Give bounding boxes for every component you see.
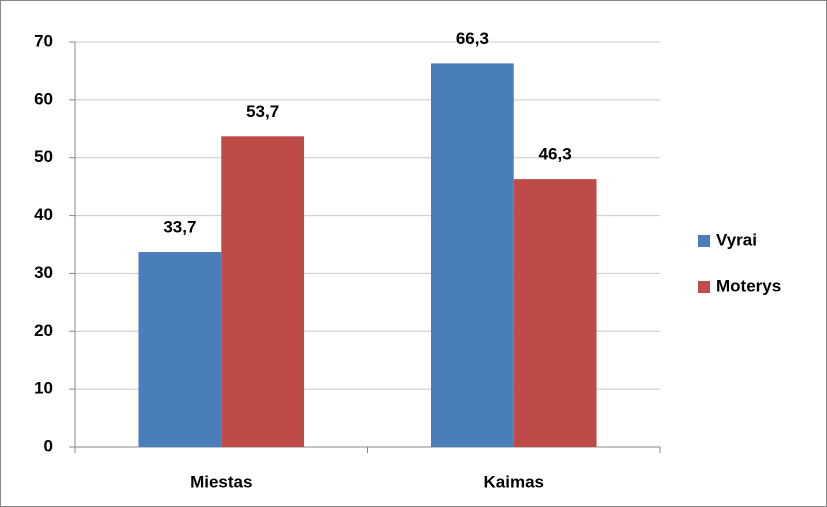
bar (513, 179, 597, 447)
legend-label: Vyrai (716, 230, 757, 249)
y-tick-label: 40 (34, 205, 53, 224)
y-tick-label: 70 (34, 31, 53, 50)
y-tick-label: 10 (34, 379, 53, 398)
data-label: 46,3 (539, 145, 572, 164)
x-tick-label: Miestas (190, 472, 252, 491)
data-label: 66,3 (456, 29, 489, 48)
x-tick-label: Kaimas (484, 472, 544, 491)
legend-swatch (698, 281, 710, 293)
bar (430, 63, 514, 448)
y-tick-label: 0 (44, 436, 53, 455)
y-tick-label: 60 (34, 89, 53, 108)
data-label: 33,7 (163, 218, 196, 237)
data-label: 53,7 (246, 102, 279, 121)
y-tick-label: 30 (34, 263, 53, 282)
bar (221, 136, 305, 448)
y-tick-label: 50 (34, 147, 53, 166)
legend-label: Moterys (716, 276, 781, 295)
y-tick-label: 20 (34, 321, 53, 340)
bar (138, 252, 222, 447)
legend-swatch (698, 235, 710, 247)
